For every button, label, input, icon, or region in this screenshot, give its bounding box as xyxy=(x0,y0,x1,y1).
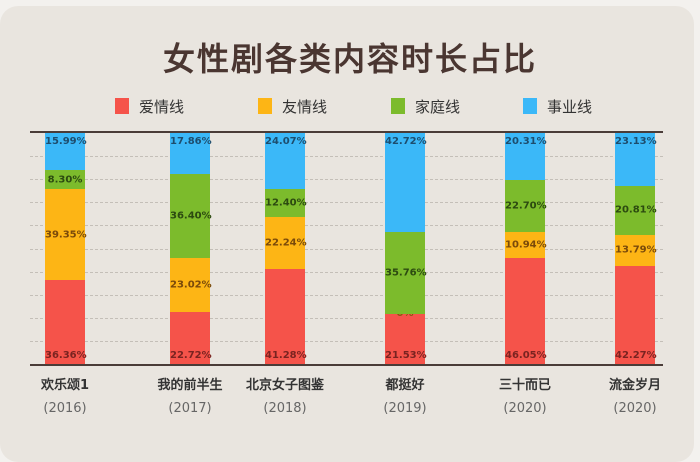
category-name: 流金岁月 xyxy=(608,378,661,393)
gridline xyxy=(30,202,663,204)
category-name: 欢乐颂1 xyxy=(40,378,90,393)
x-axis-label: 欢乐颂1 (2016) xyxy=(15,374,115,416)
bar-segment: 41.28% xyxy=(265,268,307,364)
stacked-bar: 21.53%0%35.76%42.72% xyxy=(385,133,427,364)
data-label: 23.02% xyxy=(170,279,212,291)
gridline xyxy=(30,317,663,319)
stacked-bar: 46.05% 10.94% 22.70% 20.31% xyxy=(505,133,547,364)
gridline xyxy=(30,340,663,342)
gridline xyxy=(30,179,663,181)
bar-segment: 8.30% xyxy=(45,169,85,190)
x-axis-label: 北京女子图鉴 (2018) xyxy=(235,374,335,416)
legend: 爱情线 友情线 家庭线 事业线 xyxy=(0,95,700,117)
data-label: 8.30% xyxy=(47,174,83,186)
legend-item-love: 爱情线 xyxy=(115,95,184,117)
category-year: (2018) xyxy=(263,401,307,416)
bar-segment: 10.94% xyxy=(505,232,547,258)
data-label: 24.07% xyxy=(265,136,307,148)
bar-segment: 23.02% xyxy=(170,258,212,312)
data-label: 22.70% xyxy=(505,200,547,212)
category-name: 我的前半生 xyxy=(157,378,223,393)
gridline xyxy=(30,271,663,273)
category-year: (2017) xyxy=(168,401,212,416)
category-year: (2020) xyxy=(613,401,657,416)
data-label: 12.40% xyxy=(265,197,307,209)
bar-segment: 36.40% xyxy=(170,174,212,259)
legend-label: 爱情线 xyxy=(139,97,185,116)
data-label: 23.13% xyxy=(615,136,657,148)
legend-item-family: 家庭线 xyxy=(391,95,460,117)
bar-segment: 21.53% xyxy=(385,314,427,364)
data-label: 13.79% xyxy=(615,244,657,256)
x-axis-label: 都挺好 (2019) xyxy=(355,374,455,416)
category-year: (2019) xyxy=(383,401,427,416)
legend-item-friendship: 友情线 xyxy=(258,95,327,117)
category-year: (2020) xyxy=(503,401,547,416)
legend-swatch-icon xyxy=(391,98,405,114)
x-axis-line xyxy=(30,364,663,366)
legend-label: 家庭线 xyxy=(415,97,461,116)
data-label: 10.94% xyxy=(505,239,547,251)
data-label: 15.99% xyxy=(45,136,87,148)
data-label: 20.81% xyxy=(615,204,657,216)
chart-card xyxy=(0,6,694,462)
data-label: 21.53% xyxy=(385,350,427,361)
x-axis-label: 流金岁月 (2020) xyxy=(585,374,685,416)
legend-swatch-icon xyxy=(523,98,537,114)
data-label: 35.76% xyxy=(385,267,427,279)
axis-top-line xyxy=(30,131,663,133)
gridline xyxy=(30,248,663,250)
bar-segment: 12.40% xyxy=(265,188,307,218)
x-axis-label: 我的前半生 (2017) xyxy=(140,374,240,416)
bar-segment: 22.70% xyxy=(505,179,547,233)
legend-label: 友情线 xyxy=(282,97,328,116)
bar-segment: 23.13% xyxy=(615,133,657,187)
bar-segment: 42.27% xyxy=(615,266,657,364)
bar-segment: 36.36% xyxy=(45,280,87,364)
bar-segment: 35.76% xyxy=(385,231,427,315)
data-label: 46.05% xyxy=(505,350,547,361)
gridline xyxy=(30,156,663,158)
stacked-bar: 22.72% 23.02% 36.40% 17.86% xyxy=(170,133,212,364)
bar-segment: 15.99% xyxy=(45,133,87,170)
stacked-bar: 42.27% 13.79% 20.81% 23.13% xyxy=(615,133,657,364)
category-name: 都挺好 xyxy=(385,378,425,393)
bar-segment: 20.31% xyxy=(505,133,547,180)
stacked-bar: 41.28% 22.24% 12.40% 24.07% xyxy=(265,133,307,364)
data-label: 17.86% xyxy=(170,136,212,148)
bar-segment: 13.79% xyxy=(615,234,657,267)
data-label: 42.72% xyxy=(385,136,427,148)
bar-segment: 39.35% xyxy=(45,189,87,281)
legend-swatch-icon xyxy=(115,98,129,114)
category-name: 三十而已 xyxy=(498,378,551,393)
category-name: 北京女子图鉴 xyxy=(245,378,324,393)
legend-swatch-icon xyxy=(258,98,272,114)
legend-label: 事业线 xyxy=(547,97,593,116)
data-label: 39.35% xyxy=(45,229,87,241)
data-label: 22.24% xyxy=(265,237,307,249)
legend-item-career: 事业线 xyxy=(523,95,592,117)
data-label: 42.27% xyxy=(615,350,657,361)
bar-segment: 42.72% xyxy=(385,133,427,232)
chart-title: 女性剧各类内容时长占比 xyxy=(162,40,537,78)
stacked-bar: 36.36% 39.35% 8.30% 15.99% xyxy=(45,133,87,364)
category-year: (2016) xyxy=(43,401,87,416)
bar-segment: 22.72% xyxy=(170,311,212,364)
data-label: 36.40% xyxy=(170,210,212,222)
data-label: 22.72% xyxy=(170,350,212,361)
bar-segment: 24.07% xyxy=(265,133,307,189)
data-label: 36.36% xyxy=(45,350,87,361)
bar-segment: 17.86% xyxy=(170,133,212,175)
data-label: 20.31% xyxy=(505,136,547,148)
bar-segment: 22.24% xyxy=(265,217,307,269)
x-axis-label: 三十而已 (2020) xyxy=(475,374,575,416)
bar-segment: 46.05% xyxy=(505,257,547,364)
gridline xyxy=(30,225,663,227)
data-label: 41.28% xyxy=(265,350,307,361)
plot-area: 36.36% 39.35% 8.30% 15.99% 22.72% 23.02% 36.40… xyxy=(30,131,663,366)
gridline xyxy=(30,294,663,296)
bar-segment: 20.81% xyxy=(615,186,657,235)
